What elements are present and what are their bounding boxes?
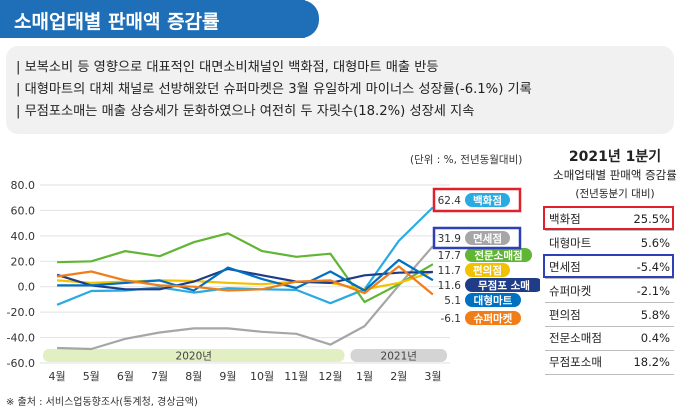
series-label-pill [465,193,510,207]
y-tick-label: 60.0 [11,204,36,217]
table-row: 슈퍼마켓 -2.1% [545,278,674,304]
summary-line: | 대형마트의 대체 채널로 선방해왔던 슈퍼마켓은 3월 유일하게 마이너스 … [16,82,532,97]
source-note: ※ 출처 : 서비스업동향조사(통계청, 경상금액) [6,397,198,408]
series-line [57,245,434,351]
row-value: 0.4% [619,326,674,351]
page-title: 소매업태별 판매액 증감률 [14,11,220,33]
series-line [57,232,434,304]
series-end-value: 17.7 [438,250,461,262]
year-band [43,349,345,362]
highlight-box-duty-free [543,254,674,278]
y-tick-label: 20.0 [11,255,36,268]
series-label-pill [465,231,510,245]
y-tick-label: 80.0 [11,179,36,192]
table-row: 대형마트 5.6% [545,230,674,256]
y-tick-label: -40.0 [7,332,35,345]
row-value: -2.1% [619,278,674,304]
series-end-value: 11.6 [438,280,462,292]
row-name: 대형마트 [545,230,620,256]
series-label: 대형마트 [474,294,513,307]
year-band-label: 2021년 [381,351,417,363]
series-label: 전문소매점 [474,249,522,262]
summary-box: | 보복소비 등 영향으로 대표적인 대면소비채널인 백화점, 대형마트 매출 … [6,46,674,134]
x-tick-label: 3월 [424,370,441,383]
series-line [56,265,434,296]
y-tick-label: -60.0 [7,357,35,370]
series-end-value: 11.7 [438,265,461,277]
summary-line: | 무점포소매는 매출 상승세가 둔화하였으나 여전히 두 자릿수(18.2%)… [16,104,475,119]
row-name: 무점포소매 [545,350,620,375]
series-end-value: 31.9 [438,233,461,245]
series-end-value: 62.4 [438,195,462,207]
highlight-box-department-store [543,206,674,230]
year-band [350,349,447,362]
series-line [56,267,433,291]
x-tick-label: 2월 [390,370,407,383]
row-value: 5.6% [619,230,674,256]
series-label: 편의점 [473,264,502,277]
line-chart: 80.0 60.0 40.0 20.0 0.0 -20.0 -40.0 -60.0 2020년 2… [7,179,540,383]
table-row: 백화점 25.5% [545,207,674,232]
row-value: 25.5% [619,207,674,232]
series-label-pill [465,263,510,277]
table-row: 전문소매점 0.4% [545,326,674,351]
x-tick-label: 12월 [318,370,342,383]
series-label: 백화점 [473,194,502,207]
side-table: 백화점 25.5% 대형마트 5.6% 면세점 -5.4% 슈퍼마켓 -2.1% 편의점… [545,207,674,375]
x-tick-label: 8월 [185,370,202,383]
series-label-pill [465,248,532,262]
unit-note: (단위 : %, 전년동월대비) [410,154,523,166]
x-tick-label: 7월 [151,370,168,383]
row-name: 편의점 [545,302,620,327]
row-name: 백화점 [545,207,620,232]
row-value: 5.8% [619,302,674,327]
series-label-pill [465,311,521,325]
x-tick-label: 4월 [49,370,66,383]
chart-highlight-blue [432,226,522,250]
side-table-basis: (전년동분기 대비) [575,188,655,200]
series-line [57,258,434,292]
x-tick-label: 6월 [117,370,134,383]
x-tick-label: 10월 [250,370,274,383]
side-table-subtitle: 소매업태별 판매액 증감률 [553,168,677,182]
series-end-value: -6.1 [441,313,462,325]
table-row: 면세점 -5.4% [545,254,674,280]
series-label: 면세점 [473,232,502,245]
table-row: 무점포소매 18.2% [545,350,674,375]
row-value: 18.2% [619,350,674,375]
table-row: 편의점 5.8% [545,302,674,327]
x-tick-label: 9월 [219,370,236,383]
row-name: 면세점 [545,254,620,280]
y-tick-label: -20.0 [7,306,35,319]
title-bar [0,0,319,38]
series-end-value: 5.1 [444,295,461,307]
series-label: 슈퍼마켓 [474,312,513,325]
side-table-title: 2021년 1분기 [568,149,662,165]
y-tick-label: 0.0 [18,281,36,294]
series-label: 무점포 소매 [478,279,530,292]
y-tick-label: 40.0 [11,230,36,243]
series-label-pill [465,278,540,292]
row-name: 전문소매점 [545,326,620,351]
series-line [56,206,434,306]
series-label-pill [465,293,521,307]
row-value: -5.4% [619,254,674,280]
chart-highlight-red [432,187,522,213]
x-tick-label: 5월 [83,370,100,383]
summary-line: | 보복소비 등 영향으로 대표적인 대면소비채널인 백화점, 대형마트 매출 … [16,60,439,75]
x-tick-label: 11월 [284,370,308,383]
row-name: 슈퍼마켓 [545,278,620,304]
year-band-label: 2020년 [176,351,212,363]
x-tick-label: 1월 [356,370,373,383]
